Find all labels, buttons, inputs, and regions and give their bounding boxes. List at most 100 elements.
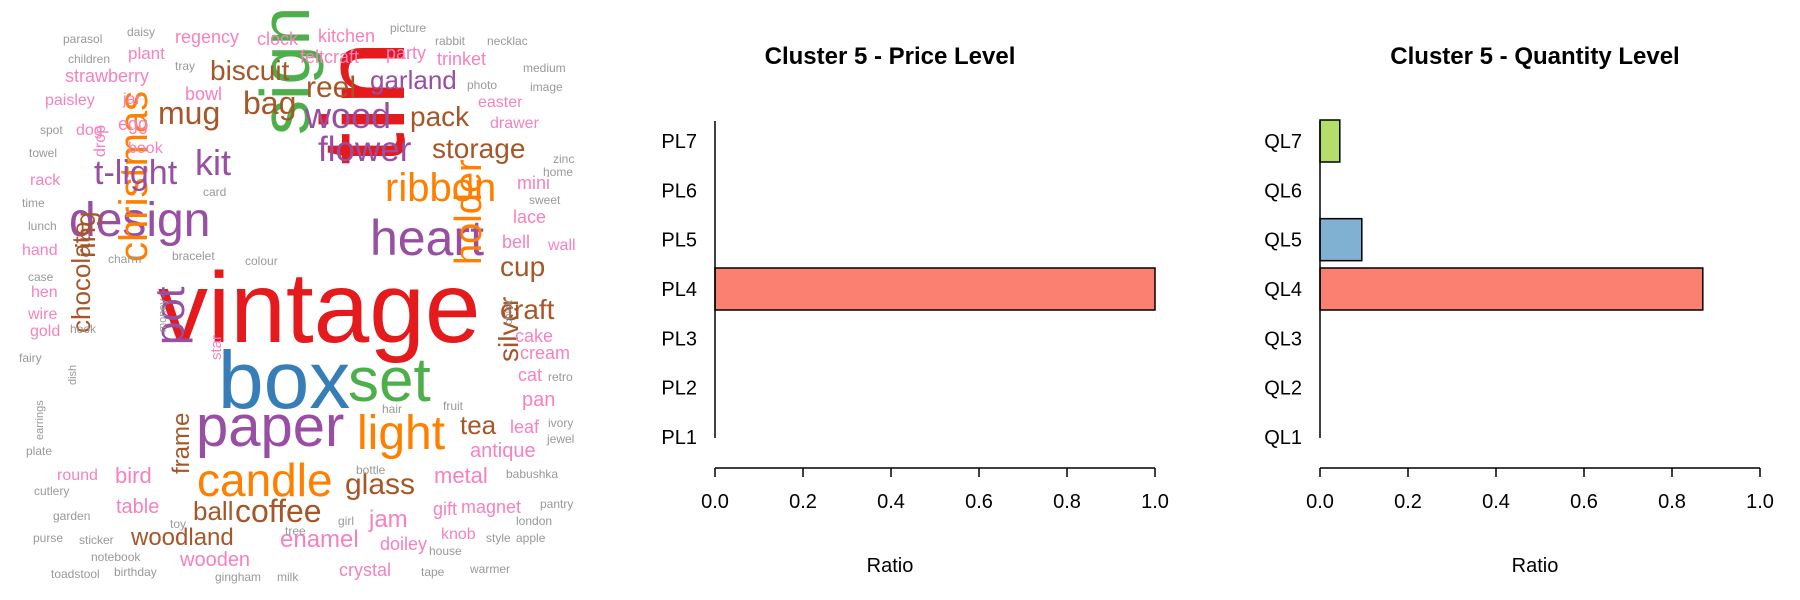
- category-label-pl4: PL4: [661, 279, 697, 301]
- word-vintage: vintage: [158, 252, 481, 364]
- word-style: style: [486, 531, 511, 545]
- word-book: book: [128, 140, 163, 157]
- word-lace: lace: [513, 207, 547, 227]
- word-paisley: paisley: [45, 92, 95, 109]
- word-party: party: [386, 43, 427, 63]
- word-wire: wire: [28, 306, 58, 323]
- x-tick-label: 0.4: [1482, 491, 1510, 513]
- word-kit: kit: [195, 142, 231, 183]
- word-rack: rack: [30, 172, 61, 189]
- word-paper: paper: [196, 394, 345, 459]
- category-label-pl7: PL7: [661, 131, 697, 153]
- word-gold: gold: [30, 323, 61, 340]
- word-home: home: [543, 165, 574, 179]
- word-strawberry: strawberry: [65, 66, 150, 86]
- word-egg: egg: [118, 114, 149, 134]
- word-feltcraft: feltcraft: [300, 47, 360, 67]
- x-tick-label: 0.4: [877, 491, 905, 513]
- word-babushka: babushka: [506, 467, 559, 481]
- word-cake: cake: [515, 326, 554, 346]
- word-flower: flower: [318, 130, 412, 169]
- word-tree: tree: [285, 524, 306, 538]
- category-label-ql1: QL1: [1264, 427, 1302, 449]
- word-star: star: [208, 334, 225, 360]
- word-tea: tea: [460, 410, 497, 440]
- category-label-ql3: QL3: [1264, 328, 1302, 350]
- word-set: set: [348, 346, 431, 415]
- x-axis-label: Ratio: [1512, 555, 1559, 577]
- word-pot: pot: [146, 286, 193, 345]
- word-tape: tape: [421, 565, 445, 579]
- word-hook: hook: [70, 322, 97, 336]
- word-hand: hand: [22, 242, 58, 259]
- category-label-ql6: QL6: [1264, 180, 1302, 202]
- word-t-light: t-light: [94, 154, 178, 192]
- word-wooden: wooden: [180, 549, 251, 571]
- bar-pl4: [714, 267, 1156, 311]
- word-crystal: crystal: [339, 560, 392, 580]
- word-ball: ball: [193, 496, 234, 526]
- word-wall: wall: [548, 237, 576, 254]
- word-hair: hair: [382, 402, 403, 416]
- word-case: case: [28, 270, 54, 284]
- word-lunch: lunch: [28, 219, 57, 233]
- x-tick-label: 0.0: [701, 491, 729, 513]
- word-reel: reel: [306, 71, 357, 104]
- word-spot: spot: [40, 123, 63, 137]
- x-tick-label: 0.6: [965, 491, 993, 513]
- chart-title: Cluster 5 - Quantity Level: [1390, 43, 1679, 70]
- word-rabbit: rabbit: [435, 34, 466, 48]
- word-colour: colour: [245, 254, 278, 268]
- word-ivory: ivory: [548, 416, 574, 430]
- word-milk: milk: [277, 570, 299, 584]
- word-sticker: sticker: [79, 533, 114, 547]
- bar-ql7: [1319, 119, 1341, 163]
- word-zinc: zinc: [553, 152, 575, 166]
- word-plant: plant: [128, 44, 165, 63]
- word-jam: jam: [369, 506, 408, 533]
- word-girl: girl: [338, 514, 355, 528]
- bar-ql4: [1319, 267, 1704, 311]
- word-cream: cream: [520, 343, 571, 363]
- word-fruit: fruit: [443, 399, 464, 413]
- word-card: card: [203, 185, 227, 199]
- category-label-pl1: PL1: [661, 427, 697, 449]
- category-label-pl3: PL3: [661, 328, 697, 350]
- x-tick-label: 1.0: [1141, 491, 1169, 513]
- word-pantry: pantry: [540, 497, 574, 511]
- word-bell: bell: [502, 232, 531, 252]
- word-image: image: [530, 80, 563, 94]
- word-cat: cat: [518, 365, 543, 385]
- word-garland: garland: [370, 65, 457, 95]
- word-drop: drop: [92, 124, 109, 157]
- word-pack: pack: [410, 101, 470, 132]
- word-frame: frame: [168, 412, 195, 474]
- x-tick-label: 0.8: [1658, 491, 1686, 513]
- word-charm: charm: [108, 252, 142, 266]
- word-easter: easter: [478, 94, 523, 111]
- word-dish: dish: [67, 364, 79, 385]
- word-earrings: earrings: [34, 400, 46, 440]
- word-time: time: [22, 196, 45, 210]
- word-cloud: vintage box tin sign set paper heart design ligh…: [0, 0, 620, 600]
- word-gift: gift: [433, 499, 458, 519]
- word-purse: purse: [33, 531, 64, 545]
- word-gingham: gingham: [215, 570, 262, 584]
- word-regency: regency: [175, 27, 240, 47]
- bar-ql5: [1319, 217, 1363, 262]
- price-level-chart: Cluster 5 - Price Level PL7PL6PL5PL4PL3P…: [661, 43, 1169, 577]
- word-ribbon: ribbon: [385, 166, 497, 210]
- category-label-pl2: PL2: [661, 378, 697, 400]
- word-warmer: warmer: [470, 562, 511, 576]
- word-jewel: jewel: [547, 432, 575, 446]
- category-label-ql5: QL5: [1264, 230, 1302, 252]
- x-tick-label: 0.6: [1570, 491, 1598, 513]
- word-drawer: drawer: [490, 115, 539, 132]
- word-chocolate: chocolate: [66, 221, 96, 333]
- word-necklac: necklac: [487, 34, 528, 48]
- word-cutlery: cutlery: [34, 484, 70, 498]
- word-design: design: [69, 194, 211, 247]
- x-axis: 0.0 0.2 0.4 0.6 0.8 1.0: [701, 467, 1169, 513]
- word-garden: garden: [53, 509, 91, 523]
- chart-title: Cluster 5 - Price Level: [765, 43, 1016, 70]
